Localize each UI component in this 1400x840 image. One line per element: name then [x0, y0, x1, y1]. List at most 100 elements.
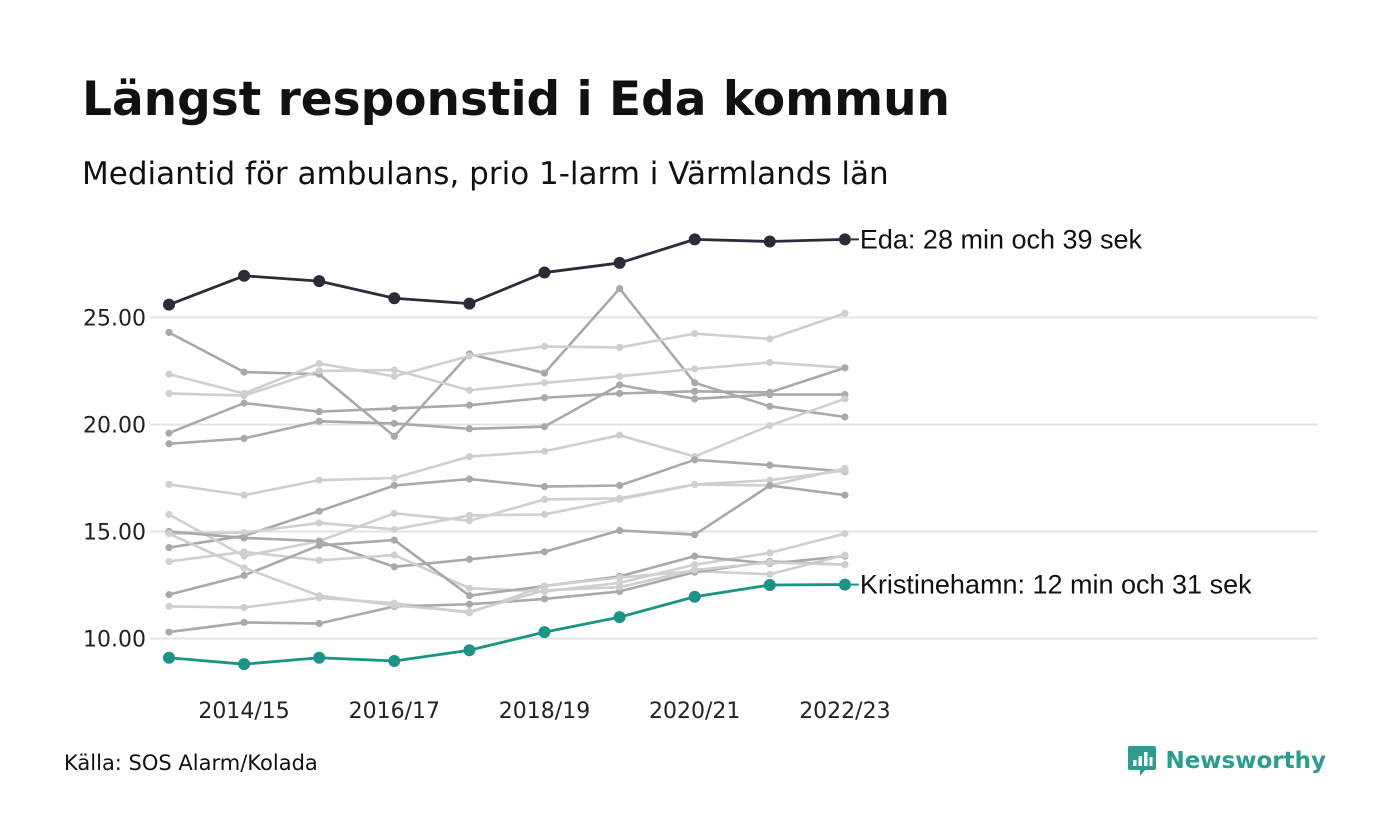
data-point	[691, 456, 699, 464]
y-tick-label: 15.00	[83, 521, 146, 546]
data-point	[315, 367, 323, 375]
y-axis-ticks: 10.00 15.00 20.00 25.00	[83, 307, 146, 653]
data-point	[766, 476, 774, 484]
data-point	[315, 619, 323, 628]
data-point	[841, 561, 849, 569]
data-point	[315, 592, 323, 600]
data-point	[691, 552, 699, 560]
series-line	[167, 397, 847, 497]
data-point	[540, 510, 549, 518]
series-line	[167, 467, 847, 558]
data-point	[841, 551, 849, 559]
data-point	[165, 510, 173, 518]
y-tick-label: 10.00	[83, 628, 146, 653]
data-point	[691, 531, 699, 539]
x-tick-label: 2014/15	[198, 699, 289, 724]
data-point	[540, 447, 549, 455]
data-point	[691, 387, 699, 395]
data-point	[315, 519, 323, 527]
highlight-point	[688, 590, 701, 603]
data-point	[841, 395, 849, 403]
series-line	[167, 484, 847, 569]
data-point	[165, 628, 173, 636]
x-tick-label: 2018/19	[499, 699, 590, 724]
data-point	[465, 425, 473, 433]
highlight-point	[463, 644, 476, 657]
data-point	[540, 423, 549, 431]
data-point	[766, 402, 774, 410]
data-point	[540, 342, 549, 350]
data-point	[540, 482, 549, 491]
data-point	[165, 591, 173, 599]
data-point	[465, 584, 473, 592]
data-point	[315, 507, 323, 515]
data-point	[616, 573, 624, 582]
data-point	[165, 557, 173, 566]
data-point	[240, 603, 248, 612]
highlight-point	[313, 651, 326, 664]
data-point	[465, 352, 473, 360]
series-line	[167, 366, 847, 435]
series-line	[167, 532, 847, 593]
data-point	[390, 601, 398, 609]
data-point	[766, 558, 774, 567]
data-point	[240, 392, 248, 400]
series-line	[167, 383, 847, 446]
data-point	[841, 466, 849, 475]
series-line	[167, 361, 847, 397]
data-point	[390, 372, 398, 380]
data-point	[766, 335, 774, 343]
data-point	[616, 285, 624, 293]
data-point	[465, 608, 473, 616]
data-point	[315, 408, 323, 416]
data-point	[616, 389, 624, 398]
brand-name: Newsworthy	[1165, 748, 1326, 774]
data-point	[390, 481, 398, 490]
data-point	[465, 475, 473, 483]
data-point	[841, 309, 849, 317]
highlight-point	[388, 654, 401, 667]
data-point	[315, 359, 323, 368]
data-point	[766, 570, 774, 578]
series-line	[167, 538, 847, 598]
series-line	[167, 458, 847, 549]
highlight-point	[613, 256, 626, 269]
highlight-point	[238, 658, 251, 671]
data-point	[240, 399, 248, 407]
data-point	[390, 525, 398, 533]
data-point	[691, 566, 699, 574]
data-point	[766, 358, 774, 367]
data-point	[165, 530, 173, 538]
source-note: Källa: SOS Alarm/Kolada	[64, 751, 318, 775]
data-point	[240, 548, 248, 556]
data-point	[240, 564, 248, 572]
data-point	[841, 413, 849, 421]
highlight-point	[463, 297, 476, 310]
data-point	[540, 495, 549, 503]
highlight-line-kristinehamn	[167, 583, 847, 666]
y-tick-label: 25.00	[83, 307, 146, 332]
data-point	[841, 491, 849, 499]
data-point	[165, 543, 173, 552]
data-point	[766, 549, 774, 557]
data-point	[616, 526, 624, 535]
data-point	[240, 368, 248, 376]
newsworthy-logo-icon	[1128, 746, 1157, 776]
data-point	[240, 528, 248, 537]
data-point	[240, 571, 248, 579]
end-label-kristinehamn: Kristinehamn: 12 min och 31 sek	[860, 570, 1252, 600]
data-point	[240, 434, 248, 443]
data-point	[390, 404, 398, 413]
data-point	[315, 556, 323, 564]
data-point	[540, 369, 549, 377]
x-axis-ticks: 2014/15 2016/17 2018/19 2020/21 2022/23	[198, 699, 890, 724]
data-point	[841, 364, 849, 372]
highlighted-lines: Eda: 28 min och 39 sek Kristinehamn: 12 m…	[163, 224, 1252, 671]
data-point	[691, 329, 699, 338]
highlight-point	[613, 611, 626, 624]
highlight-point	[313, 275, 326, 288]
data-point	[766, 421, 774, 430]
series-line	[167, 287, 847, 438]
grid-layer	[150, 316, 1318, 640]
highlight-point	[238, 269, 251, 282]
